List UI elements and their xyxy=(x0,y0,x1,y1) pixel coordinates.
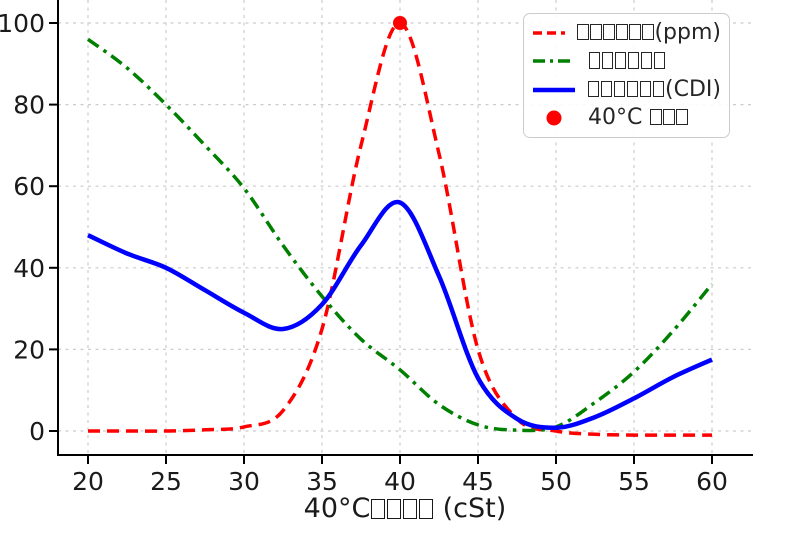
y-tick-label: 100 xyxy=(0,9,45,38)
y-tick-label: 60 xyxy=(13,172,45,201)
y-tick-label: 20 xyxy=(13,335,45,364)
missing-glyph-box xyxy=(640,52,653,69)
legend-item-label xyxy=(588,47,666,75)
missing-glyph-box xyxy=(626,80,639,97)
missing-glyph-box xyxy=(387,498,402,519)
x-tick-label: 30 xyxy=(228,467,260,496)
legend-dashdot-line-icon xyxy=(533,59,575,64)
legend-item: (CDI) xyxy=(532,76,721,104)
x-tick-label: 35 xyxy=(306,467,338,496)
peak-marker-dot xyxy=(393,16,407,30)
x-tick-label: 55 xyxy=(618,467,650,496)
x-axis-label: 40°C (cSt) xyxy=(303,493,507,524)
x-tick-label: 45 xyxy=(462,467,494,496)
missing-glyph-box xyxy=(653,52,666,69)
legend-box: (ppm) (CDI) 40°C xyxy=(523,13,730,138)
legend-dashed-line-icon xyxy=(533,31,565,35)
y-tick-label: 80 xyxy=(13,91,45,120)
missing-glyph-box xyxy=(650,108,662,126)
missing-glyph-box xyxy=(642,24,654,41)
axis-ticks xyxy=(49,22,713,464)
legend-marker-sample xyxy=(546,110,562,126)
series-green-line xyxy=(86,37,714,433)
axes-spines xyxy=(57,0,753,456)
missing-glyph-box xyxy=(577,24,589,41)
missing-glyph-box xyxy=(603,24,615,41)
missing-glyph-box xyxy=(616,24,628,41)
y-tick-labels: 0 20 40 60 80 100 xyxy=(0,9,45,446)
legend-marker-dot-icon xyxy=(546,110,562,126)
missing-glyph-box xyxy=(652,80,665,97)
legend-item: (ppm) xyxy=(532,19,721,47)
missing-glyph-box xyxy=(629,24,641,41)
missing-glyph-box xyxy=(663,108,675,126)
legend-item: 40°C xyxy=(532,104,721,132)
x-tick-label: 50 xyxy=(540,467,572,496)
legend-item xyxy=(532,47,721,75)
x-tick-label: 40 xyxy=(384,467,416,496)
missing-glyph-box xyxy=(614,52,627,69)
missing-glyph-box xyxy=(627,52,640,69)
peak-marker xyxy=(393,16,407,30)
missing-glyph-box xyxy=(371,498,386,519)
series-cdi-line xyxy=(87,199,713,430)
missing-glyph-box xyxy=(588,52,601,69)
missing-glyph-box xyxy=(587,80,600,97)
missing-glyph-box xyxy=(419,498,434,519)
y-tick-label: 40 xyxy=(13,254,45,283)
legend-item-label: (CDI) xyxy=(587,76,721,104)
x-tick-label: 20 xyxy=(72,467,104,496)
missing-glyph-box xyxy=(613,80,626,97)
legend-item-label: (ppm) xyxy=(577,19,721,47)
missing-glyph-box xyxy=(601,52,614,69)
missing-glyph-box xyxy=(403,498,418,519)
y-tick-label: 0 xyxy=(29,417,45,446)
missing-glyph-box xyxy=(600,80,613,97)
missing-glyph-box xyxy=(590,24,602,41)
x-tick-label: 60 xyxy=(696,467,728,496)
legend-solid-line-icon xyxy=(533,87,575,92)
legend-item-label: 40°C xyxy=(588,104,688,132)
missing-glyph-box xyxy=(639,80,652,97)
missing-glyph-box xyxy=(676,108,688,126)
x-tick-labels: 20 25 30 35 40 45 50 55 60 xyxy=(72,467,728,496)
x-tick-label: 25 xyxy=(150,467,182,496)
